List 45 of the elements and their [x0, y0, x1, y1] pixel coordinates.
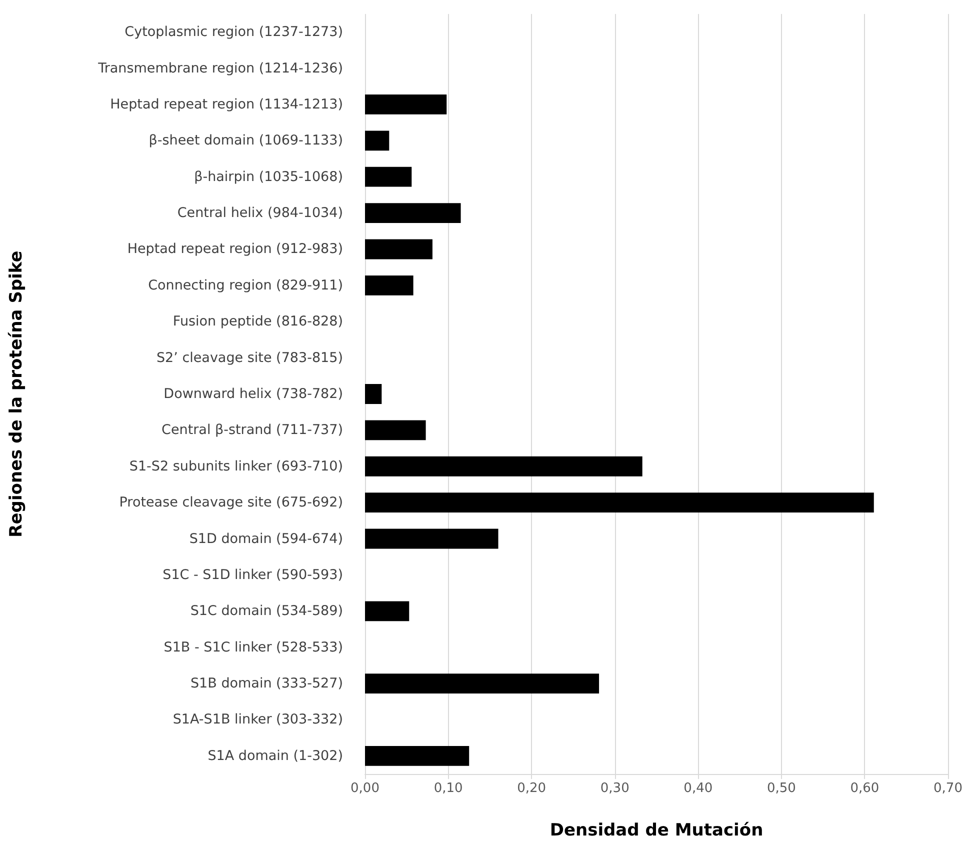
- y-tick-label: Central helix (984-1034): [177, 205, 343, 222]
- y-tick-label: S1-S2 subunits linker (693-710): [129, 458, 343, 474]
- x-tick-label: 0,50: [766, 781, 796, 796]
- x-tick-label: 0,00: [350, 781, 380, 796]
- y-tick-label: β-sheet domain (1069-1133): [148, 132, 343, 149]
- y-tick-label: S1C - S1D linker (590-593): [162, 566, 343, 583]
- y-tick-label: S1D domain (594-674): [189, 530, 343, 547]
- y-tick-label: Fusion peptide (816-828): [172, 314, 343, 330]
- y-tick-label: Transmembrane region (1214-1236): [97, 60, 343, 76]
- y-tick-label: S1A domain (1-302): [208, 748, 343, 764]
- y-tick-label: Cytoplasmic region (1237-1273): [124, 24, 343, 40]
- bar: [365, 166, 412, 187]
- y-tick-label: Heptad repeat region (1134-1213): [110, 96, 343, 112]
- x-tick-label: 0,40: [684, 781, 713, 796]
- bar: [365, 601, 410, 622]
- y-axis-title: Regiones de la proteína Spike: [6, 250, 26, 538]
- y-tick-label: β-hairpin (1035-1068): [194, 168, 343, 185]
- x-tick-label: 0,60: [850, 781, 880, 796]
- bar: [365, 94, 447, 114]
- bar: [365, 130, 390, 151]
- bar: [365, 275, 414, 296]
- bar: [365, 420, 426, 440]
- y-tick-label: S1C domain (534-589): [190, 603, 343, 620]
- y-tick-label: Heptad repeat region (912-983): [127, 241, 343, 258]
- y-tick-label: Downward helix (738-782): [164, 386, 343, 402]
- x-axis-title: Densidad de Mutación: [550, 820, 764, 840]
- bar: [365, 528, 498, 549]
- bar: [365, 674, 600, 694]
- y-tick-label: S1A-S1B linker (303-332): [172, 712, 343, 728]
- y-tick-label: S1B - S1C linker (528-533): [164, 639, 343, 656]
- y-tick-label: Connecting region (829-911): [148, 277, 343, 294]
- bar: [365, 384, 382, 404]
- x-tick-label: 0,10: [434, 781, 463, 796]
- x-tick-label: 0,70: [934, 781, 962, 796]
- x-tick-label: 0,20: [517, 781, 546, 796]
- bar: [365, 746, 470, 766]
- bar: [365, 239, 432, 260]
- bar: [365, 203, 461, 223]
- y-tick-label: Central β-strand (711-737): [162, 422, 343, 438]
- y-tick-label: S1B domain (333-527): [190, 676, 343, 692]
- y-tick-label: Protease cleavage site (675-692): [119, 494, 343, 511]
- x-tick-label: 0,30: [600, 781, 630, 796]
- bar: [365, 456, 642, 476]
- bar: [365, 492, 874, 513]
- y-tick-label: S2’ cleavage site (783-815): [156, 350, 343, 366]
